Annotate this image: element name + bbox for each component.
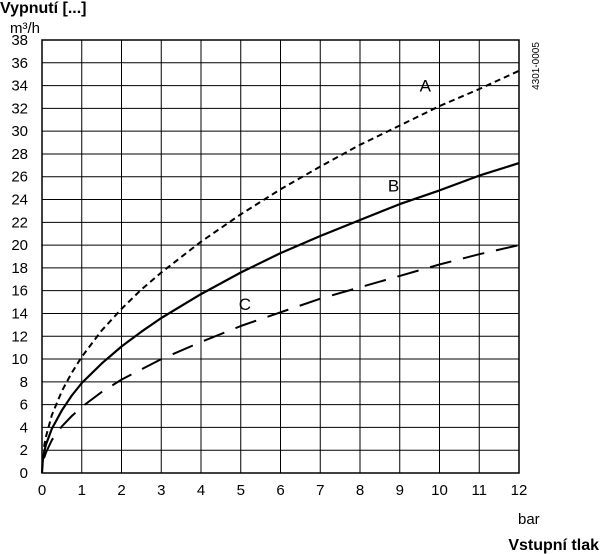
x-axis-title: Vstupní tlak	[508, 537, 599, 554]
y-tick-label: 34	[11, 78, 28, 95]
curve-label-c: C	[239, 295, 251, 314]
plot-frame	[41, 39, 520, 474]
x-tick-label: 1	[78, 482, 86, 499]
x-tick-label: 6	[276, 482, 284, 499]
x-tick-label: 11	[471, 482, 487, 499]
y-tick-label: 32	[11, 100, 28, 117]
curves	[40, 69, 520, 474]
y-tick-label: 38	[11, 32, 28, 49]
x-tick-label: 5	[237, 482, 245, 499]
y-tick-label: 10	[11, 351, 28, 368]
x-tick-label: 2	[117, 482, 125, 499]
curve-c	[43, 244, 520, 459]
y-tick-label: 14	[11, 305, 28, 322]
curve-a	[43, 69, 520, 447]
y-tick-label: 24	[11, 192, 28, 209]
curve-label-b: B	[388, 177, 399, 196]
x-tick-label: 12	[511, 482, 528, 499]
curve-b	[40, 162, 520, 474]
x-tick-label: 0	[38, 482, 46, 499]
figure-code: 4301-0005	[531, 42, 542, 90]
y-tick-label: 0	[20, 465, 28, 482]
y-tick-label: 26	[11, 169, 28, 186]
y-axis-unit: m³/h	[10, 20, 40, 37]
y-tick-label: 22	[11, 214, 28, 231]
y-tick-label: 4	[20, 419, 28, 436]
x-tick-labels: 0 1 2 3 4 5 6 7 8 9 10 11 12	[38, 482, 528, 499]
x-tick-label: 7	[316, 482, 324, 499]
chart-title: Vypnutí [...]	[0, 0, 87, 17]
y-tick-label: 28	[11, 146, 28, 163]
x-axis-unit: bar	[518, 511, 540, 528]
x-tick-label: 10	[431, 482, 448, 499]
y-tick-label: 2	[20, 442, 28, 459]
y-tick-label: 20	[11, 237, 28, 254]
y-tick-label: 30	[11, 123, 28, 140]
y-tick-label: 36	[11, 55, 28, 72]
y-tick-label: 6	[20, 397, 28, 414]
x-tick-label: 9	[396, 482, 404, 499]
curve-labels: A B C	[239, 76, 432, 314]
curve-label-a: A	[420, 76, 432, 95]
x-tick-label: 3	[157, 482, 165, 499]
y-tick-label: 12	[11, 328, 28, 345]
x-tick-label: 4	[197, 482, 205, 499]
y-tick-label: 16	[11, 283, 28, 300]
x-tick-label: 8	[356, 482, 364, 499]
y-tick-label: 18	[11, 260, 28, 277]
grid	[41, 39, 520, 474]
y-tick-label: 8	[20, 374, 28, 391]
